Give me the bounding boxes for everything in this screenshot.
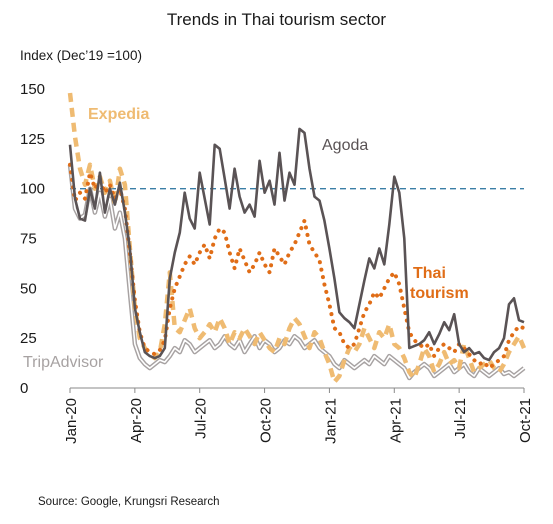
x-tick-label: Jan-21 (322, 398, 339, 444)
series-line-tripadvisor-inner (69, 164, 525, 379)
source-note: Source: Google, Krungsri Research (38, 496, 220, 508)
x-tick-label: Oct-21 (517, 398, 534, 443)
y-axis-label: Index (Dec’19 =100) (20, 48, 142, 63)
series-label-tripadvisor: TripAdvisor (23, 354, 104, 371)
series-label-thai-line2: tourism (410, 285, 469, 302)
x-tick-label: Jan-20 (63, 398, 80, 444)
x-tick-label: Oct-20 (258, 398, 275, 443)
x-tick-label: Jul-20 (193, 398, 210, 439)
y-tick-label: 150 (20, 81, 45, 98)
chart-title: Trends in Thai tourism sector (166, 10, 387, 29)
series-line-agoda (68, 127, 525, 362)
series-label-expedia: Expedia (88, 106, 149, 123)
y-tick-label: 0 (20, 380, 28, 397)
x-tick-label: Apr-20 (128, 398, 145, 443)
x-tick-label: Jul-21 (452, 398, 469, 439)
series-labels: Agoda Thai tourism Expedia TripAdvisor (23, 106, 469, 371)
series-line-expedia (67, 92, 527, 385)
x-tick-label: Apr-21 (387, 398, 404, 443)
x-axis: Jan-20 Apr-20 Jul-20 Oct-20 Jan-21 Apr-21 Jul-… (63, 387, 534, 444)
series-line-tripadvisor (67, 164, 526, 381)
series-label-thai-line1: Thai (413, 265, 446, 282)
y-tick-label: 100 (20, 181, 45, 198)
line-chart: 0 25 50 75 100 125 150 Jan-20 Apr-20 Jul-20 Oct-2… (20, 81, 534, 444)
y-tick-label: 50 (20, 280, 37, 297)
y-tick-label: 125 (20, 131, 45, 148)
y-axis-ticks: 0 25 50 75 100 125 150 (20, 81, 45, 397)
series-lines (67, 92, 527, 385)
series-label-agoda: Agoda (322, 137, 368, 154)
y-tick-label: 75 (20, 231, 37, 248)
y-tick-label: 25 (20, 330, 37, 347)
series-line-thai-tourism (68, 162, 526, 371)
